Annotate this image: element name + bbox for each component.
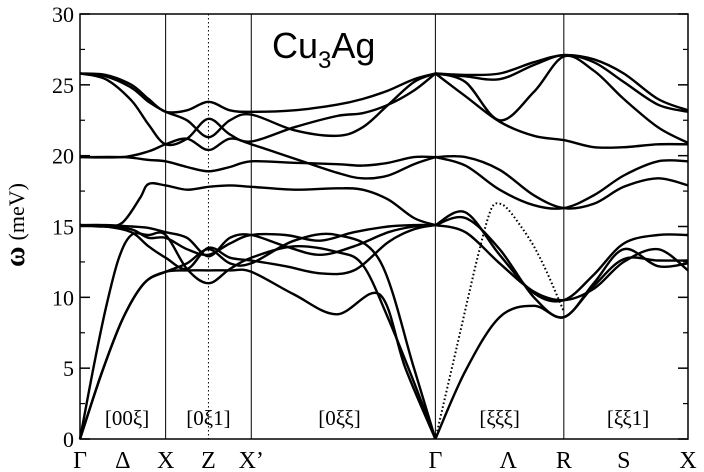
direction-label-1: [0ξ1] bbox=[186, 406, 230, 430]
direction-label-2: [0ξξ] bbox=[318, 406, 360, 430]
direction-label-0: [00ξ] bbox=[105, 406, 149, 430]
branch-7 bbox=[79, 155, 436, 173]
chart-title: Cu3Ag bbox=[272, 25, 375, 74]
y-tick-label-5: 25 bbox=[52, 73, 74, 98]
direction-label-3: [ξξξ] bbox=[479, 406, 520, 430]
x-tick-label-7: R bbox=[556, 448, 572, 472]
branch-1 bbox=[78, 232, 437, 440]
y-tick-label-2: 10 bbox=[52, 285, 74, 310]
x-tick-label-0: Γ bbox=[73, 448, 87, 472]
direction-labels: [00ξ] [0ξ1] [0ξξ] [ξξξ] [ξξ1] bbox=[105, 406, 649, 430]
x-tick-label-1: Δ bbox=[115, 448, 130, 472]
x-tick-label-8: S bbox=[617, 448, 630, 472]
symmetry-divider-lines bbox=[165, 14, 565, 439]
branch-22 bbox=[434, 202, 565, 440]
x-tick-label-4: X’ bbox=[239, 448, 264, 472]
branch-18 bbox=[434, 72, 689, 149]
dispersion-branches bbox=[78, 53, 689, 440]
x-tick-label-5: Γ bbox=[428, 448, 442, 472]
x-tick-label-6: Λ bbox=[499, 448, 517, 472]
branch-21 bbox=[435, 53, 689, 112]
x-tick-label-9: X bbox=[679, 448, 696, 472]
branch-15 bbox=[434, 210, 689, 303]
branch-14 bbox=[435, 215, 689, 319]
axis-labels: 0 5 10 15 20 25 30 Γ Δ X Z X’ Γ Λ R S X bbox=[52, 2, 697, 472]
branch-10 bbox=[79, 72, 436, 139]
branch-9 bbox=[79, 72, 437, 147]
branch-3 bbox=[79, 223, 436, 276]
direction-label-4: [ξξ1] bbox=[607, 406, 649, 430]
branch-19 bbox=[435, 54, 689, 144]
branch-11 bbox=[79, 72, 436, 114]
y-tick-label-6: 30 bbox=[52, 2, 74, 27]
axis-ticks bbox=[80, 13, 688, 440]
branch-6 bbox=[79, 182, 436, 228]
branch-12 bbox=[434, 256, 689, 440]
branch-4 bbox=[79, 223, 436, 257]
branch-2 bbox=[78, 231, 437, 440]
y-axis-label: ω(meV) bbox=[0, 183, 31, 267]
y-tick-label-4: 20 bbox=[52, 144, 74, 169]
branch-17 bbox=[435, 155, 689, 210]
x-tick-label-3: Z bbox=[201, 448, 216, 472]
x-tick-label-2: X bbox=[157, 448, 174, 472]
y-tick-label-3: 15 bbox=[52, 215, 74, 240]
y-tick-label-1: 5 bbox=[63, 356, 74, 381]
branch-5 bbox=[79, 223, 436, 258]
y-tick-label-0: 0 bbox=[63, 427, 74, 452]
